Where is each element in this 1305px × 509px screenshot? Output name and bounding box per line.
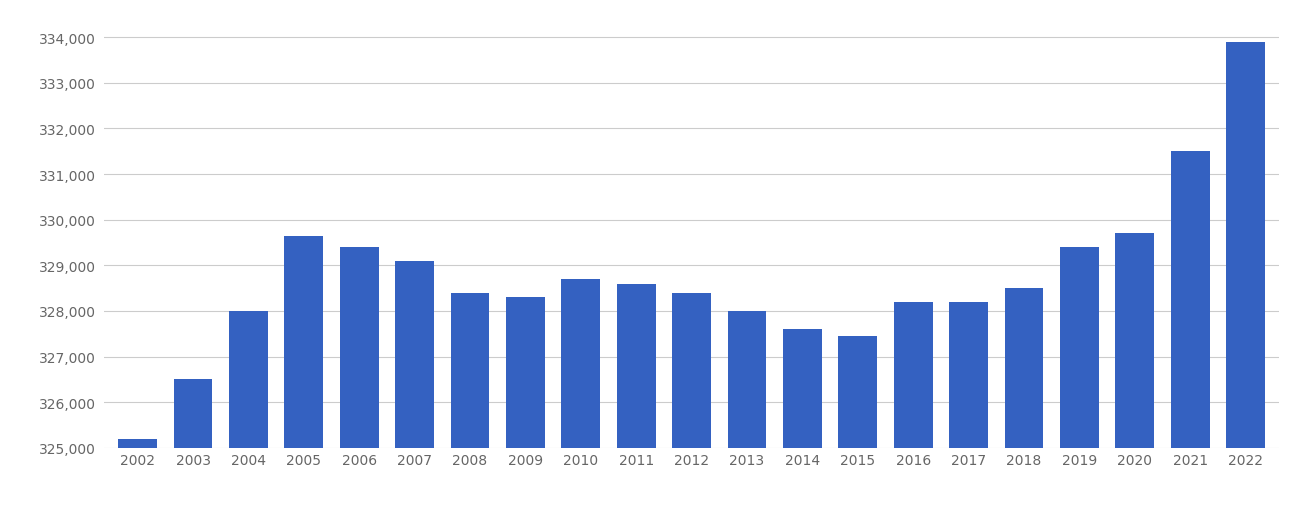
Bar: [339, 247, 378, 448]
Bar: [894, 302, 933, 448]
Bar: [174, 380, 213, 448]
Bar: [617, 284, 655, 448]
Bar: [1116, 234, 1154, 448]
Bar: [395, 261, 435, 448]
Bar: [284, 236, 324, 448]
Bar: [949, 302, 988, 448]
Bar: [561, 279, 600, 448]
Bar: [1227, 43, 1265, 448]
Bar: [450, 293, 489, 448]
Bar: [1171, 152, 1210, 448]
Bar: [728, 312, 766, 448]
Bar: [838, 336, 877, 448]
Bar: [1060, 247, 1099, 448]
Bar: [230, 312, 268, 448]
Bar: [119, 439, 157, 448]
Bar: [672, 293, 711, 448]
Bar: [783, 329, 822, 448]
Bar: [1005, 289, 1044, 448]
Bar: [506, 298, 544, 448]
